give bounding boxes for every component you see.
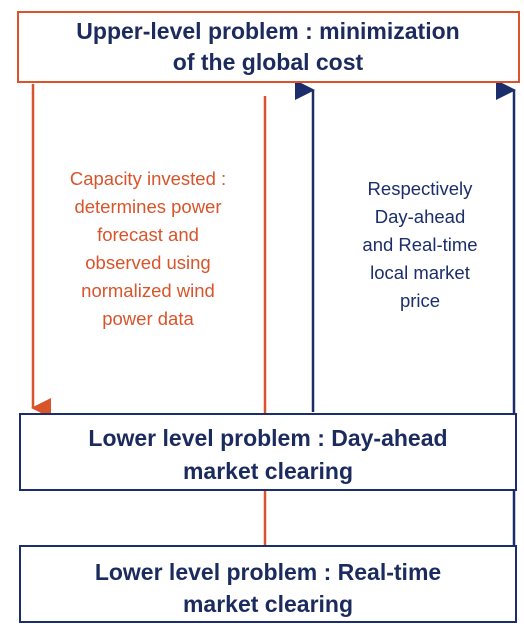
box-title: market clearing (183, 591, 353, 617)
annotation: Day-ahead (375, 206, 466, 227)
box-title: market clearing (183, 458, 353, 484)
box (17, 11, 520, 83)
annotation: Respectively (368, 178, 474, 199)
annotation: observed using (85, 252, 210, 273)
box (19, 545, 517, 623)
box-title: Lower level problem : Day-ahead (88, 425, 447, 451)
annotation: local market (370, 262, 470, 283)
annotation: forecast and (97, 224, 199, 245)
box-title: Upper-level problem : minimization (76, 18, 459, 44)
annotation: price (400, 290, 440, 311)
box-title: Lower level problem : Real-time (95, 559, 441, 585)
annotation: Capacity invested : (70, 168, 226, 189)
annotation: and Real-time (362, 234, 477, 255)
annotation: determines power (74, 196, 221, 217)
annotation: power data (102, 308, 194, 329)
box-title: of the global cost (173, 49, 364, 75)
annotation: normalized wind (81, 280, 215, 301)
box (19, 413, 517, 491)
